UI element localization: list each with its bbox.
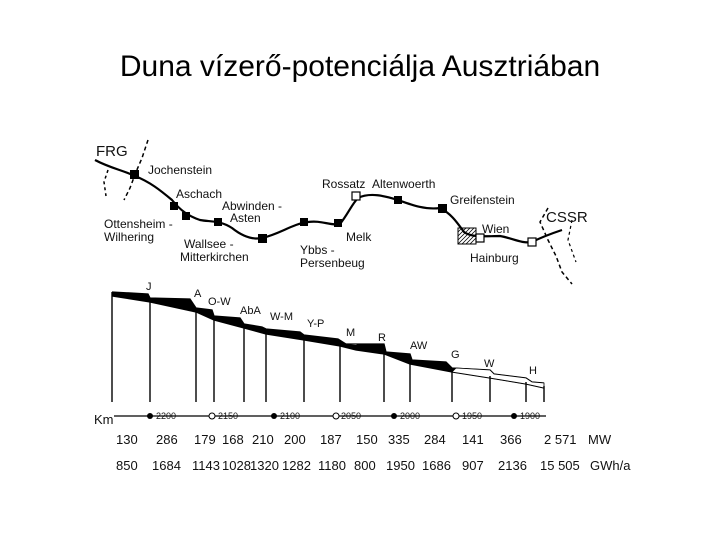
label-ybbs-2: Persenbeug <box>300 256 365 270</box>
km-tick-2000: 2000 <box>400 411 420 421</box>
profile-vertical-lines <box>111 292 545 402</box>
mw-total: 2 571 <box>544 432 577 447</box>
dam-altenwoerth <box>394 196 402 204</box>
dam-abwinden <box>214 218 222 226</box>
mw-value: 150 <box>356 432 378 447</box>
km-tick-2100: 2100 <box>280 411 300 421</box>
label-abwinden-2: Asten <box>230 211 261 225</box>
dam-melk <box>334 219 342 227</box>
dam-greifenstein <box>438 204 447 213</box>
km-tick-1900: 1900 <box>520 411 540 421</box>
profile-label-a: A <box>194 288 202 300</box>
label-jochenstein: Jochenstein <box>148 163 212 177</box>
country-cssr: CSSR <box>546 209 588 226</box>
km-tick-2150: 2150 <box>218 411 238 421</box>
dam-hainburg <box>527 237 537 247</box>
km-tick-2050: 2050 <box>341 411 361 421</box>
dam-ottensheim <box>182 212 190 220</box>
mw-value: 335 <box>388 432 410 447</box>
label-altenwoerth: Altenwoerth <box>372 177 435 191</box>
mw-value: 200 <box>284 432 306 447</box>
mw-value: 286 <box>156 432 178 447</box>
profile-label-h: H <box>529 365 537 377</box>
gwh-value: 1320 <box>250 458 279 473</box>
gwh-total: 15 505 <box>540 458 580 473</box>
mw-value: 179 <box>194 432 216 447</box>
label-abwinden-1: Abwinden - <box>222 199 282 213</box>
profile-label-yp: Y-P <box>307 318 324 330</box>
label-ottensheim-1: Ottensheim - <box>104 217 173 231</box>
mw-value: 210 <box>252 432 274 447</box>
profile-label-m: M <box>346 327 355 339</box>
dam-ybbs <box>300 218 308 226</box>
profile-label-r: R <box>378 332 386 344</box>
dam-rossatz <box>351 191 361 201</box>
gwh-value: 800 <box>354 458 376 473</box>
label-greifenstein: Greifenstein <box>450 193 515 207</box>
mw-value: 284 <box>424 432 446 447</box>
km-tick-1950: 1950 <box>462 411 482 421</box>
km-marker-2100 <box>271 413 277 419</box>
gwh-value: 2136 <box>498 458 527 473</box>
mw-value: 130 <box>116 432 138 447</box>
km-marker-1950 <box>452 412 460 420</box>
dam-aschach <box>170 202 178 210</box>
km-label: Km <box>94 412 114 427</box>
profile-label-g: G <box>451 349 460 361</box>
km-marker-2150 <box>208 412 216 420</box>
km-marker-1900 <box>511 413 517 419</box>
dam-wallsee <box>258 234 267 243</box>
profile-label-w: W <box>484 358 495 370</box>
gwh-value: 1143 <box>192 458 220 473</box>
mw-row: 130 286 179 168 210 200 187 150 335 284 … <box>116 432 612 447</box>
label-ybbs-1: Ybbs - <box>300 243 335 257</box>
dam-wien <box>475 233 485 243</box>
gwh-value: 1684 <box>152 458 181 473</box>
gwh-value: 850 <box>116 458 138 473</box>
gwh-value: 1686 <box>422 458 451 473</box>
profile-label-j: J <box>146 281 152 293</box>
profile-label-aba: AbA <box>240 305 261 317</box>
border-frg-2 <box>103 169 109 197</box>
label-wallsee-1: Wallsee - <box>184 237 234 251</box>
border-cssr <box>539 207 573 285</box>
km-marker-2200 <box>147 413 153 419</box>
gwh-row: 850 1684 1143 1028 1320 1282 1180 800 19… <box>116 458 631 473</box>
gwh-value: 1028 <box>222 458 251 473</box>
label-melk: Melk <box>346 230 372 244</box>
km-axis: Km 2200 2150 2100 2050 2000 1950 1900 <box>94 411 546 427</box>
km-marker-2050 <box>332 412 340 420</box>
profile-label-ow: O-W <box>208 296 231 308</box>
label-ottensheim-2: Wilhering <box>104 230 154 244</box>
mw-value: 187 <box>320 432 342 447</box>
label-hainburg: Hainburg <box>470 251 519 265</box>
profile-fill <box>112 292 456 372</box>
country-frg: FRG <box>96 143 128 160</box>
km-tick-2200: 2200 <box>156 411 176 421</box>
mw-unit: MW <box>588 432 612 447</box>
gwh-value: 1180 <box>318 458 346 473</box>
label-wien: Wien <box>482 222 509 236</box>
danube-map: FRG CSSR Jochenstein Aschach Abwinden - … <box>94 139 588 285</box>
gwh-value: 1282 <box>282 458 311 473</box>
gwh-unit: GWh/a <box>590 458 631 473</box>
label-wallsee-2: Mitterkirchen <box>180 250 249 264</box>
label-rossatz: Rossatz <box>322 177 365 191</box>
mw-value: 141 <box>462 432 484 447</box>
km-marker-2000 <box>391 413 397 419</box>
mw-value: 366 <box>500 432 522 447</box>
label-aschach: Aschach <box>176 187 222 201</box>
profile-label-aw: AW <box>410 340 428 352</box>
longitudinal-profile: J A O-W AbA W-M Y-P M R AW G W H <box>111 281 545 402</box>
page-title: Duna vízerő-potenciálja Ausztriában <box>119 50 601 83</box>
gwh-value: 907 <box>462 458 484 473</box>
gwh-value: 1950 <box>386 458 415 473</box>
dam-jochenstein <box>130 170 139 179</box>
mw-value: 168 <box>222 432 244 447</box>
profile-label-wm: W-M <box>270 311 293 323</box>
border-cssr-2 <box>567 219 577 263</box>
